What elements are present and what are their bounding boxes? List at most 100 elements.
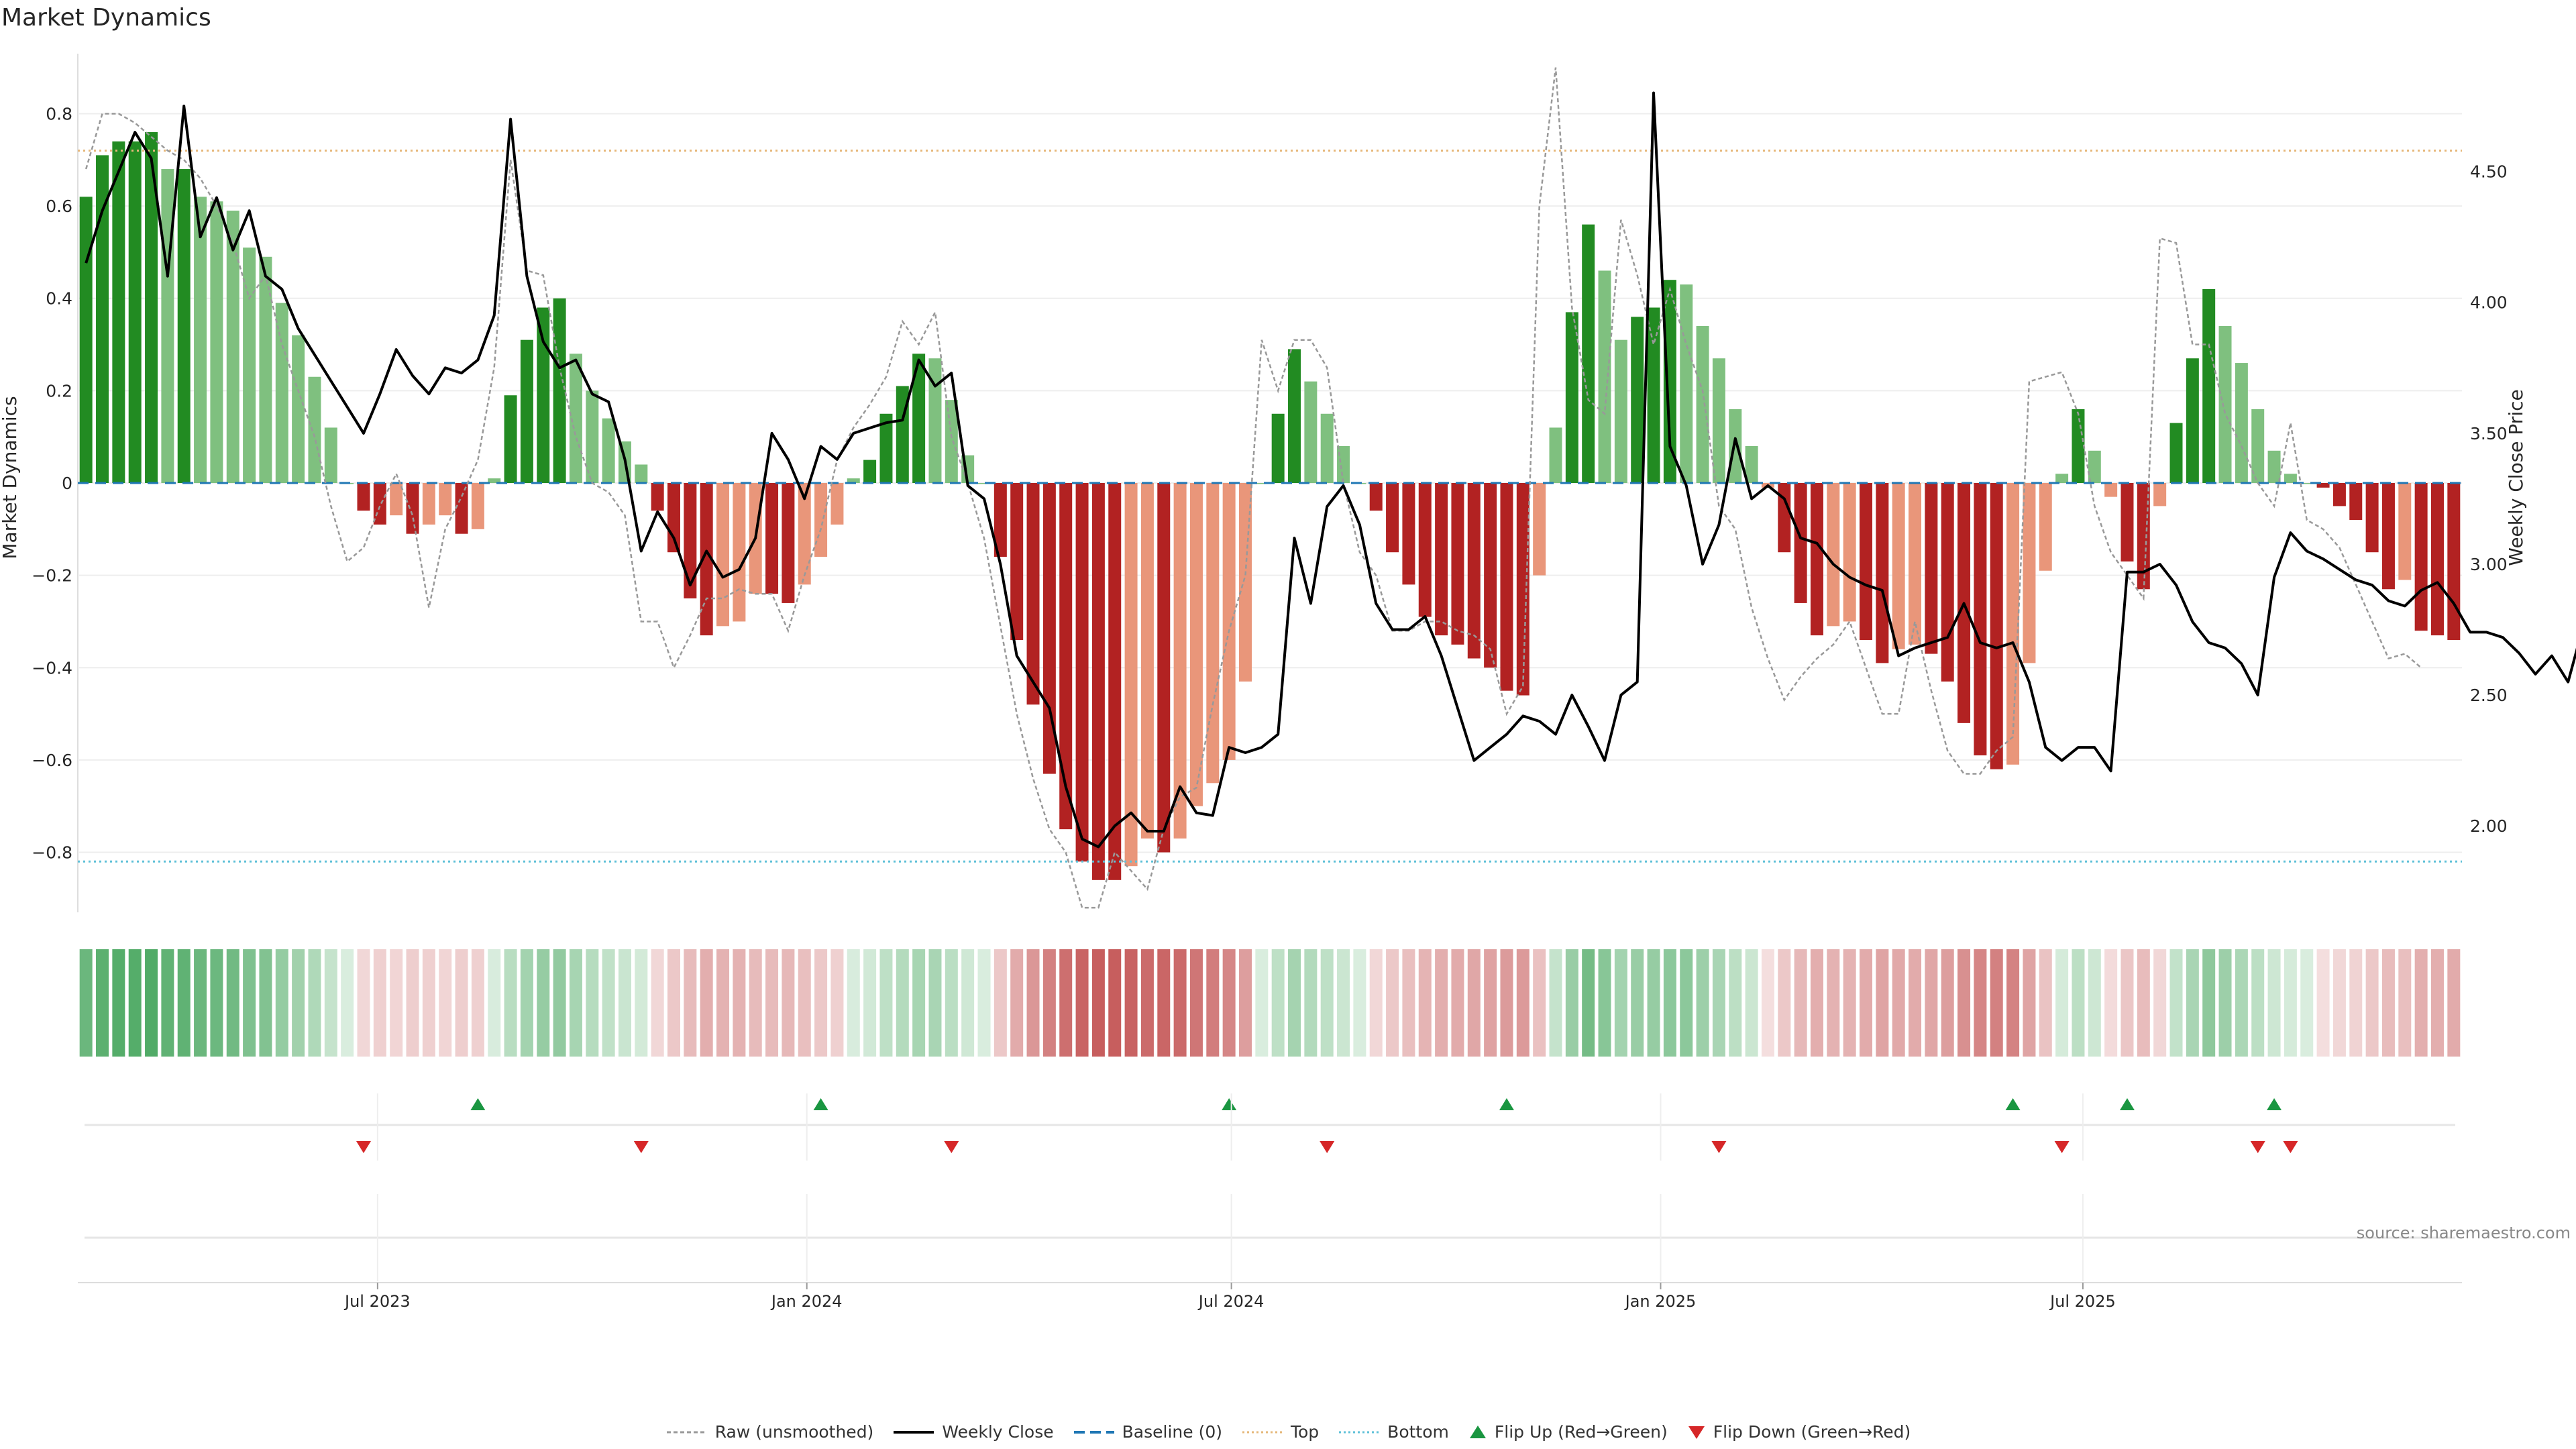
y-tick-label: 0.2 bbox=[46, 381, 72, 400]
dynamics-bar bbox=[733, 483, 746, 622]
dynamics-bar bbox=[1990, 483, 2003, 769]
heat-cell bbox=[1288, 949, 1301, 1057]
heat-cell bbox=[994, 949, 1007, 1057]
heat-cell bbox=[569, 949, 582, 1057]
dynamics-bar bbox=[2153, 483, 2167, 506]
dynamics-bar bbox=[1337, 445, 1350, 483]
dynamics-bar bbox=[259, 256, 272, 483]
dynamics-bar bbox=[1614, 339, 1627, 483]
flip-down-icon bbox=[1688, 1426, 1705, 1439]
heat-cell bbox=[455, 949, 468, 1057]
y-tick-label: −0.8 bbox=[32, 843, 72, 863]
dynamics-bar bbox=[635, 464, 648, 483]
dynamics-bar bbox=[1369, 483, 1383, 511]
legend-item-baseline: Baseline (0) bbox=[1073, 1422, 1222, 1442]
flip-up-marker bbox=[1499, 1098, 1514, 1110]
heat-cell bbox=[1516, 949, 1529, 1057]
heat-cell bbox=[2316, 949, 2330, 1057]
dynamics-bar bbox=[2414, 483, 2428, 631]
x-tick-label: Jan 2024 bbox=[770, 1292, 843, 1311]
heat-cell bbox=[2153, 949, 2167, 1057]
heat-cell bbox=[945, 949, 958, 1057]
dynamics-bar bbox=[1729, 409, 1742, 483]
dynamics-bar bbox=[2284, 474, 2297, 483]
dynamics-bar bbox=[863, 460, 877, 483]
dynamics-bar bbox=[2218, 326, 2232, 483]
heat-cell bbox=[977, 949, 991, 1057]
legend-label-flip-up: Flip Up (Red→Green) bbox=[1494, 1422, 1668, 1442]
legend-item-close: Weekly Close bbox=[892, 1422, 1054, 1442]
dynamics-bar bbox=[1059, 483, 1073, 830]
heat-cell bbox=[635, 949, 648, 1057]
heat-cell bbox=[1860, 949, 1872, 1057]
heat-cell bbox=[1173, 949, 1187, 1057]
flip-down-marker bbox=[2054, 1141, 2070, 1153]
heat-cell bbox=[586, 949, 599, 1057]
flip-up-icon bbox=[1469, 1425, 1486, 1438]
x-tick-label: Jan 2025 bbox=[1624, 1292, 1697, 1311]
heat-cell bbox=[439, 949, 452, 1057]
heat-cell bbox=[2430, 949, 2444, 1057]
heat-cell bbox=[161, 949, 174, 1057]
heat-cell bbox=[1892, 949, 1905, 1057]
heat-cell bbox=[1827, 949, 1840, 1057]
heat-cell bbox=[275, 949, 288, 1057]
dynamics-bar bbox=[1892, 483, 1905, 649]
heat-cell bbox=[1631, 949, 1644, 1057]
dynamics-bar bbox=[422, 483, 435, 525]
dynamics-bar bbox=[1631, 317, 1644, 483]
dynamics-bar bbox=[2381, 483, 2395, 590]
legend-label-flip-down: Flip Down (Green→Red) bbox=[1713, 1422, 1911, 1442]
legend-label-close: Weekly Close bbox=[942, 1422, 1054, 1442]
heatmap-strip bbox=[79, 949, 2461, 1057]
y2-axis-label: Weekly Close Price bbox=[2505, 389, 2527, 566]
flip-down-marker bbox=[356, 1141, 371, 1153]
heat-cell bbox=[782, 949, 795, 1057]
dynamics-bar bbox=[1794, 483, 1807, 603]
heat-cell bbox=[553, 949, 566, 1057]
dynamics-bar bbox=[1189, 483, 1203, 806]
heat-cell bbox=[749, 949, 762, 1057]
dynamics-bar bbox=[537, 307, 550, 483]
heat-cell bbox=[259, 949, 272, 1057]
legend-item-flip-down: Flip Down (Green→Red) bbox=[1686, 1422, 1911, 1442]
dynamics-bar bbox=[2039, 483, 2052, 571]
heat-cell bbox=[733, 949, 746, 1057]
flip-up-marker bbox=[813, 1098, 828, 1110]
heat-cell bbox=[1990, 949, 2003, 1057]
heat-cell bbox=[1271, 949, 1285, 1057]
heat-cell bbox=[1909, 949, 1922, 1057]
dynamics-bar bbox=[145, 131, 158, 483]
heat-cell bbox=[2039, 949, 2052, 1057]
heat-cell bbox=[1059, 949, 1073, 1057]
dynamics-bar bbox=[553, 298, 566, 483]
heat-cell bbox=[1467, 949, 1481, 1057]
dynamics-bar bbox=[765, 483, 779, 594]
dynamics-bar bbox=[2202, 288, 2216, 483]
dynamics-bar bbox=[716, 483, 730, 627]
dynamics-bar bbox=[2023, 483, 2036, 663]
heat-cell bbox=[1222, 949, 1236, 1057]
dynamics-bar bbox=[1549, 427, 1562, 483]
dynamics-bar bbox=[1157, 483, 1171, 853]
heat-cell bbox=[2072, 949, 2085, 1057]
heat-cell bbox=[798, 949, 811, 1057]
dynamics-bar bbox=[1026, 483, 1040, 705]
flip-down-marker bbox=[944, 1141, 959, 1153]
dynamics-bar bbox=[406, 483, 419, 534]
heat-cell bbox=[2251, 949, 2265, 1057]
dynamics-bar bbox=[2055, 474, 2069, 483]
heat-cell bbox=[1353, 949, 1366, 1057]
heat-cell bbox=[194, 949, 207, 1057]
dynamics-bar bbox=[1827, 483, 1840, 627]
dynamics-bar bbox=[177, 169, 191, 483]
dynamics-bar bbox=[2104, 483, 2118, 497]
dynamics-bar bbox=[1909, 483, 1922, 645]
dynamics-bar bbox=[1435, 483, 1448, 636]
heat-cell bbox=[357, 949, 370, 1057]
heat-cell bbox=[667, 949, 680, 1057]
heat-cell bbox=[2332, 949, 2346, 1057]
heat-cell bbox=[618, 949, 631, 1057]
heat-cell bbox=[961, 949, 975, 1057]
x-tick-label: Jul 2023 bbox=[343, 1292, 411, 1311]
